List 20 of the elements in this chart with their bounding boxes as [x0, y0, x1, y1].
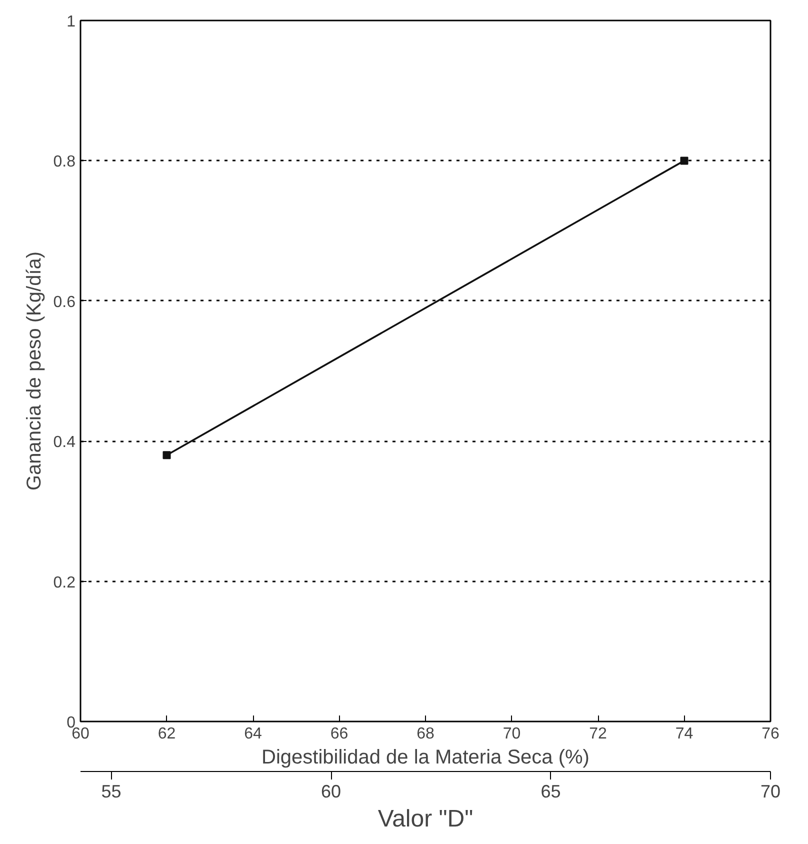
y-tick-label: 0.4 — [53, 434, 76, 452]
y-axis-title: Ganancia de peso (Kg/día) — [23, 251, 46, 491]
x-tick-label: 66 — [330, 726, 348, 742]
x2-tick-label: 65 — [540, 782, 561, 802]
x2-tick-label: 70 — [760, 782, 781, 802]
x-tick-label: 72 — [589, 726, 607, 742]
x-tick-label: 64 — [244, 726, 262, 742]
x-tick-label: 74 — [675, 726, 694, 742]
x-tick-label: 62 — [158, 726, 176, 742]
x-tick-label: 70 — [502, 726, 521, 742]
y-tick-label: 0.8 — [53, 154, 76, 171]
y-tick-label: 0.6 — [53, 294, 76, 311]
x-tick-label: 76 — [762, 726, 780, 742]
x2-tick-label: 60 — [321, 782, 342, 802]
x2-axis-title: Valor "D" — [378, 806, 474, 832]
x-tick-label: 68 — [416, 726, 434, 742]
y-tick-label: 1 — [66, 14, 76, 30]
x2-tick-label: 55 — [101, 782, 122, 802]
x-axis-title: Digestibilidad de la Materia Seca (%) — [262, 746, 590, 768]
y-tick-label: 0.2 — [53, 574, 76, 592]
